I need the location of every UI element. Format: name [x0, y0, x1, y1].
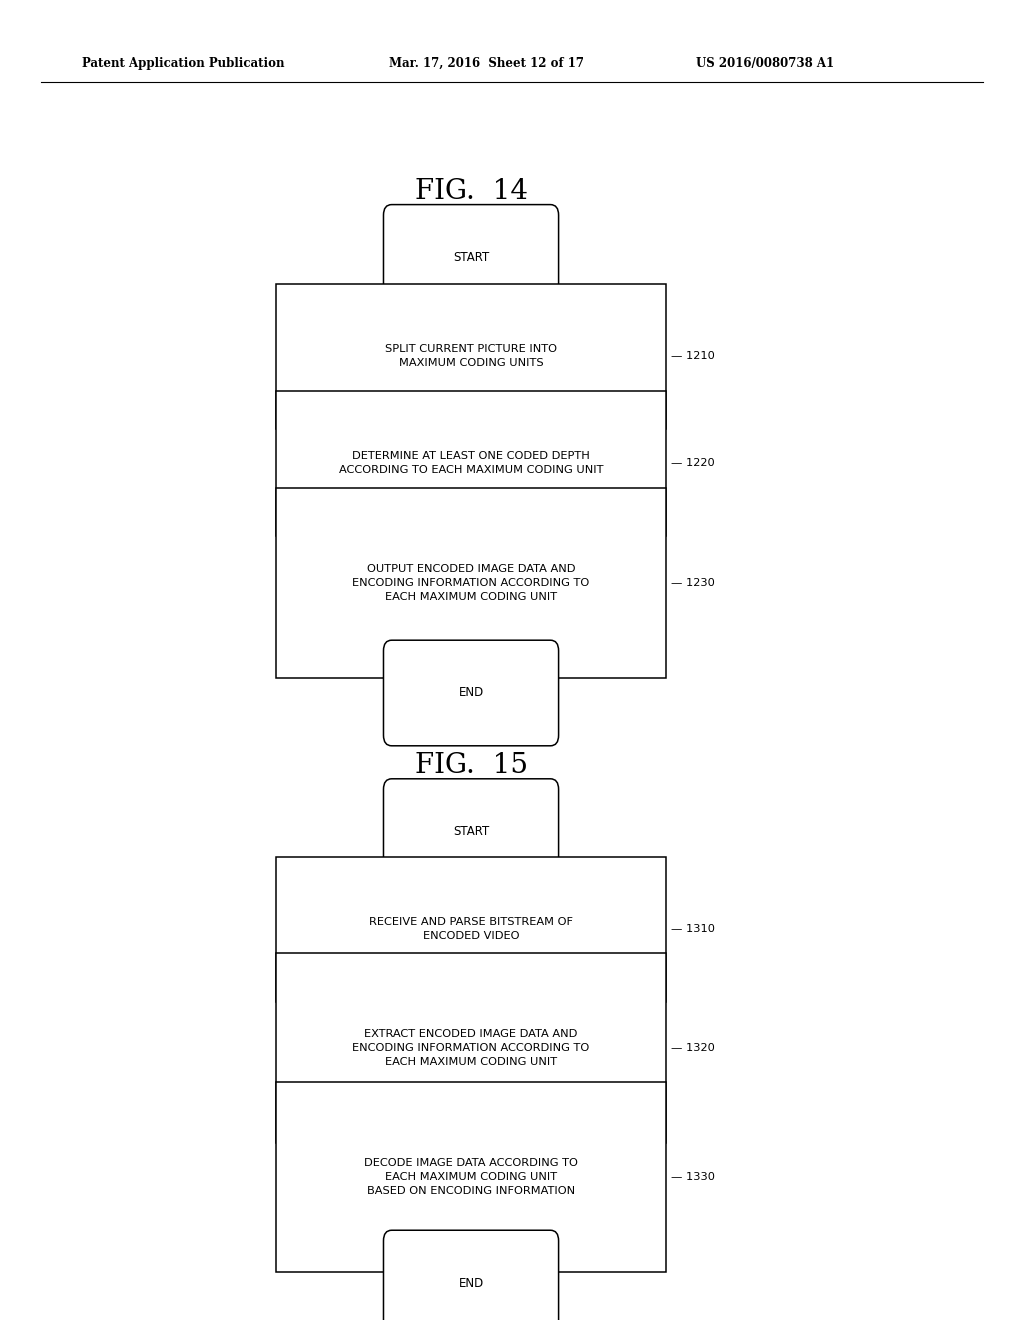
Text: Mar. 17, 2016  Sheet 12 of 17: Mar. 17, 2016 Sheet 12 of 17 [389, 57, 584, 70]
Text: Patent Application Publication: Patent Application Publication [82, 57, 285, 70]
Text: DETERMINE AT LEAST ONE CODED DEPTH
ACCORDING TO EACH MAXIMUM CODING UNIT: DETERMINE AT LEAST ONE CODED DEPTH ACCOR… [339, 451, 603, 475]
Text: START: START [453, 251, 489, 264]
Text: START: START [453, 825, 489, 838]
Text: US 2016/0080738 A1: US 2016/0080738 A1 [696, 57, 835, 70]
Text: — 1210: — 1210 [671, 351, 715, 362]
Text: RECEIVE AND PARSE BITSTREAM OF
ENCODED VIDEO: RECEIVE AND PARSE BITSTREAM OF ENCODED V… [369, 917, 573, 941]
Text: — 1220: — 1220 [671, 458, 715, 469]
Text: — 1320: — 1320 [671, 1043, 715, 1053]
Text: — 1310: — 1310 [671, 924, 715, 935]
Text: SPLIT CURRENT PICTURE INTO
MAXIMUM CODING UNITS: SPLIT CURRENT PICTURE INTO MAXIMUM CODIN… [385, 345, 557, 368]
Text: — 1330: — 1330 [671, 1172, 715, 1183]
Text: FIG.  15: FIG. 15 [415, 752, 527, 779]
Text: — 1230: — 1230 [671, 578, 715, 589]
Text: END: END [459, 1276, 483, 1290]
Text: DECODE IMAGE DATA ACCORDING TO
EACH MAXIMUM CODING UNIT
BASED ON ENCODING INFORM: DECODE IMAGE DATA ACCORDING TO EACH MAXI… [365, 1159, 578, 1196]
Text: OUTPUT ENCODED IMAGE DATA AND
ENCODING INFORMATION ACCORDING TO
EACH MAXIMUM COD: OUTPUT ENCODED IMAGE DATA AND ENCODING I… [352, 565, 590, 602]
Text: END: END [459, 686, 483, 700]
Text: EXTRACT ENCODED IMAGE DATA AND
ENCODING INFORMATION ACCORDING TO
EACH MAXIMUM CO: EXTRACT ENCODED IMAGE DATA AND ENCODING … [352, 1030, 590, 1067]
Text: FIG.  14: FIG. 14 [415, 178, 527, 205]
